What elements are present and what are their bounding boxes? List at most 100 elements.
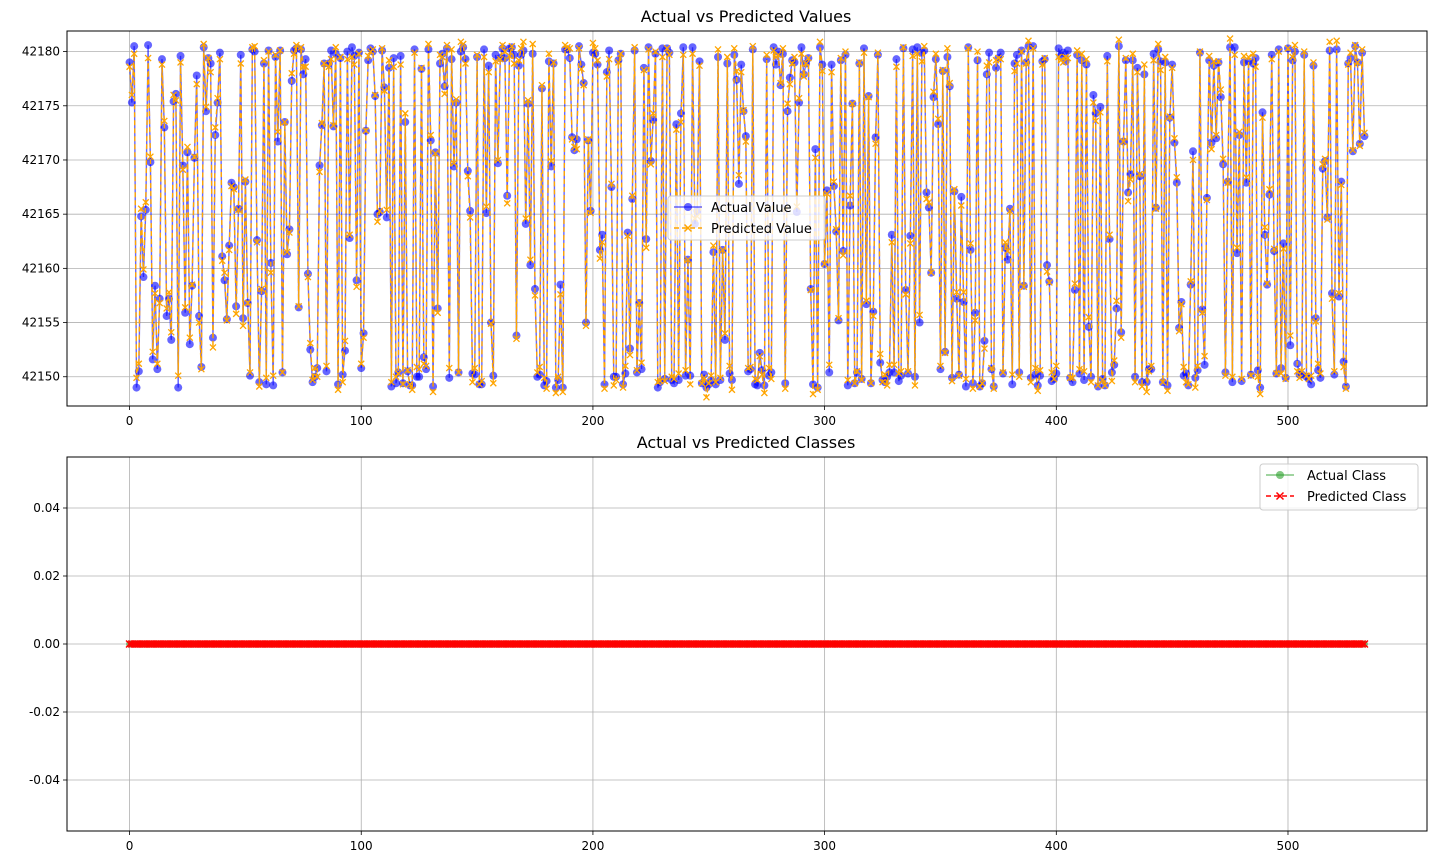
actual-value-point bbox=[575, 42, 584, 51]
predicted-value-point bbox=[955, 372, 963, 380]
predicted-value-point bbox=[126, 63, 134, 71]
predicted-value-point bbox=[538, 81, 546, 89]
predicted-value-point bbox=[1036, 366, 1044, 374]
predicted-value-point bbox=[448, 45, 456, 53]
actual-value-point bbox=[834, 316, 843, 325]
predicted-value-point bbox=[364, 52, 372, 60]
legend-predicted-class-marker bbox=[1275, 491, 1285, 501]
actual-value-point bbox=[1233, 249, 1242, 258]
predicted-value-point bbox=[828, 68, 836, 76]
predicted-value-point bbox=[1129, 50, 1137, 58]
predicted-value-point bbox=[735, 171, 743, 179]
predicted-value-point bbox=[943, 44, 951, 52]
predicted-value-point bbox=[1245, 53, 1253, 61]
predicted-value-point bbox=[999, 368, 1007, 376]
legend-predicted-value-label: Predicted Value bbox=[711, 222, 812, 237]
actual-value-point bbox=[1230, 43, 1239, 52]
predicted-value-point bbox=[709, 242, 717, 250]
classes-x-tick-label: 0 bbox=[126, 839, 134, 853]
predicted-value-point bbox=[1106, 231, 1114, 239]
predicted-value-point bbox=[795, 94, 803, 102]
predicted-value-point bbox=[950, 185, 958, 193]
predicted-value-point bbox=[758, 371, 766, 379]
values-y-tick-label: 42155 bbox=[22, 316, 60, 330]
predicted-value-point bbox=[1279, 245, 1287, 253]
predicted-value-point bbox=[1191, 384, 1199, 392]
predicted-value-point bbox=[587, 209, 595, 217]
predicted-value-point bbox=[1138, 383, 1146, 390]
predicted-value-point bbox=[1344, 61, 1352, 69]
predicted-value-point bbox=[872, 140, 880, 148]
predicted-class-point bbox=[1360, 639, 1369, 649]
predicted-value-point bbox=[1152, 205, 1160, 213]
classes-legend: Actual Class Predicted Class bbox=[1259, 463, 1419, 511]
actual-value-point bbox=[913, 43, 922, 52]
predicted-value-point bbox=[1247, 372, 1255, 380]
predicted-value-point bbox=[913, 50, 921, 58]
predicted-value-point bbox=[997, 55, 1005, 63]
predicted-value-point bbox=[179, 166, 187, 174]
predicted-value-point bbox=[529, 40, 537, 48]
actual-value-point bbox=[486, 318, 495, 327]
predicted-value-point bbox=[146, 153, 154, 161]
predicted-value-point bbox=[767, 375, 775, 383]
predicted-value-point bbox=[1006, 207, 1014, 215]
actual-value-point bbox=[262, 380, 271, 389]
predicted-value-point bbox=[1082, 55, 1090, 63]
actual-value-point bbox=[521, 219, 530, 228]
predicted-value-point bbox=[1076, 365, 1083, 373]
predicted-value-point bbox=[1221, 372, 1229, 380]
predicted-value-point bbox=[779, 44, 787, 52]
predicted-value-point bbox=[353, 283, 361, 291]
predicted-value-point bbox=[1256, 390, 1264, 398]
predicted-value-point bbox=[747, 363, 754, 371]
predicted-value-point bbox=[1219, 155, 1227, 163]
predicted-value-point bbox=[329, 121, 337, 129]
predicted-value-point bbox=[1349, 146, 1357, 154]
predicted-value-point bbox=[811, 154, 819, 162]
predicted-value-point bbox=[1235, 128, 1243, 136]
predicted-value-point bbox=[888, 238, 896, 246]
predicted-value-point bbox=[760, 389, 768, 397]
actual-value-point bbox=[125, 58, 134, 67]
predicted-value-point bbox=[332, 43, 340, 51]
actual-value-point bbox=[1177, 297, 1186, 306]
predicted-value-point bbox=[721, 329, 729, 337]
actual-value-point bbox=[1256, 383, 1265, 392]
actual-value-point bbox=[716, 375, 725, 384]
predicted-value-point bbox=[244, 299, 252, 307]
predicted-value-point bbox=[791, 53, 798, 61]
predicted-value-point bbox=[1085, 313, 1093, 321]
actual-value-point bbox=[785, 73, 794, 82]
predicted-value-point bbox=[702, 393, 710, 401]
predicted-value-point bbox=[371, 91, 379, 99]
predicted-value-point bbox=[1356, 142, 1364, 150]
actual-value-point bbox=[811, 145, 820, 154]
actual-value-point bbox=[132, 383, 141, 392]
predicted-value-point bbox=[1004, 247, 1012, 255]
predicted-value-line bbox=[128, 38, 1366, 398]
predicted-value-point bbox=[297, 43, 305, 51]
predicted-value-point bbox=[1025, 37, 1032, 45]
actual-value-point bbox=[157, 55, 166, 64]
actual-value-point bbox=[484, 61, 493, 70]
predicted-value-point bbox=[496, 55, 504, 63]
predicted-value-point bbox=[427, 131, 435, 139]
predicted-value-point bbox=[818, 67, 826, 75]
predicted-value-point bbox=[445, 364, 453, 372]
predicted-value-point bbox=[830, 178, 838, 186]
predicted-value-point bbox=[920, 42, 928, 50]
predicted-value-point bbox=[1164, 387, 1171, 395]
predicted-value-point bbox=[260, 56, 268, 64]
actual-value-point bbox=[767, 368, 776, 377]
actual-value-point bbox=[1258, 108, 1267, 117]
actual-value-point bbox=[1080, 375, 1089, 384]
predicted-value-point bbox=[346, 231, 354, 239]
predicted-value-point bbox=[163, 304, 171, 312]
classes-y-tick-label: 0.04 bbox=[33, 501, 60, 515]
predicted-value-point bbox=[652, 48, 659, 56]
predicted-value-point bbox=[174, 372, 182, 380]
predicted-value-point bbox=[1268, 55, 1276, 63]
actual-value-point bbox=[1274, 45, 1283, 54]
predicted-value-point bbox=[684, 256, 692, 264]
